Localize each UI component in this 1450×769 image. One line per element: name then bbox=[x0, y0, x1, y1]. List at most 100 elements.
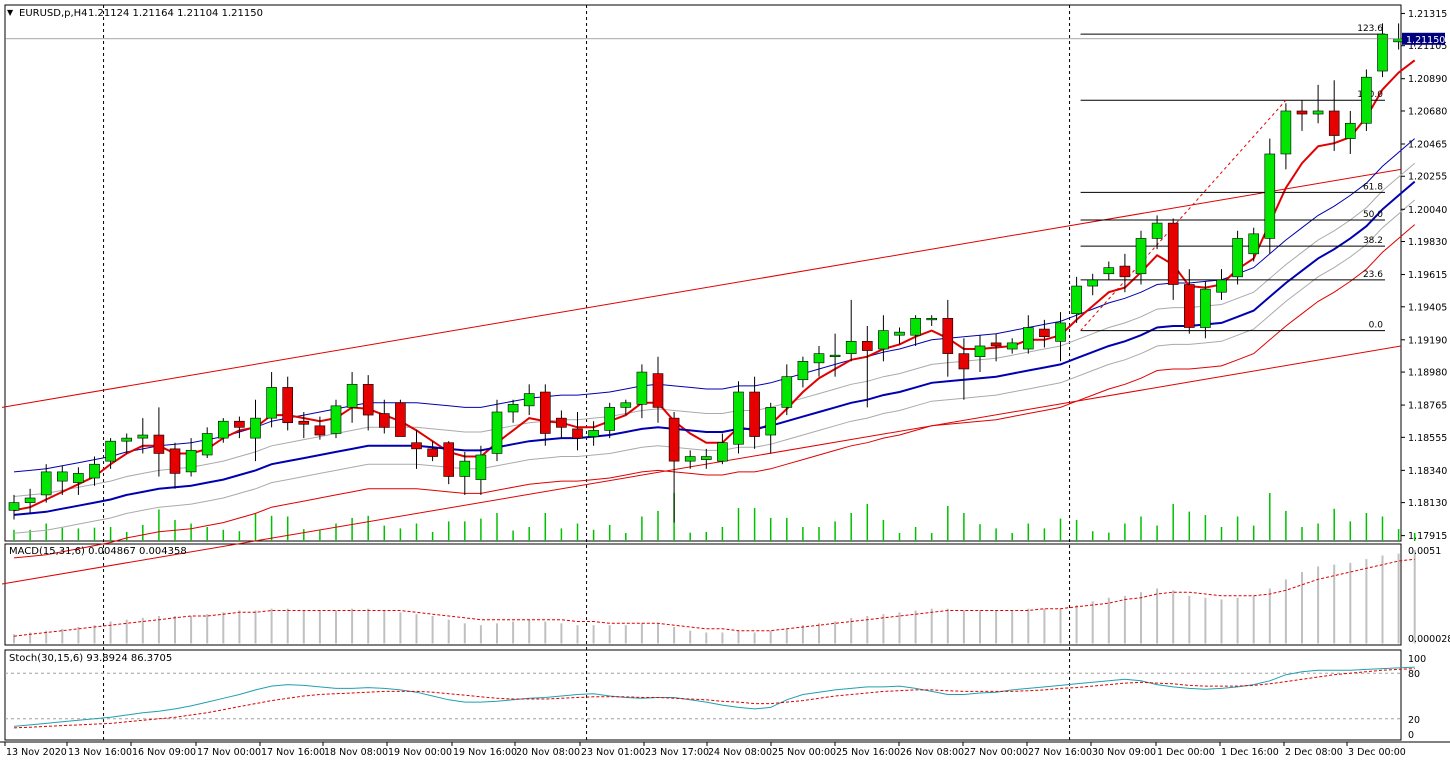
candle bbox=[958, 338, 970, 400]
current-price-badge bbox=[1402, 32, 1445, 45]
bearish-candle-body bbox=[234, 420, 245, 428]
collapse-arrow-icon[interactable]: ▼ bbox=[7, 8, 14, 17]
candle bbox=[1200, 281, 1211, 339]
candle bbox=[8, 494, 20, 520]
bullish-candle-body bbox=[24, 497, 36, 503]
bullish-candle-body bbox=[121, 437, 132, 442]
candle bbox=[1377, 23, 1388, 78]
bearish-candle-body bbox=[1296, 110, 1308, 115]
bullish-candle-body bbox=[250, 417, 261, 439]
bearish-candle-body bbox=[298, 420, 310, 425]
candle bbox=[1216, 269, 1227, 300]
candle bbox=[636, 364, 648, 419]
candle bbox=[121, 433, 132, 454]
candle bbox=[668, 411, 680, 523]
bearish-candle-body bbox=[362, 384, 374, 416]
price-tick-label: 1.20040 bbox=[1408, 205, 1447, 216]
time-tick-label: 24 Nov 08:00 bbox=[708, 747, 772, 758]
candle bbox=[1006, 338, 1018, 354]
bullish-candle-body bbox=[717, 442, 728, 462]
price-tick-label: 1.20890 bbox=[1408, 74, 1447, 85]
candle bbox=[40, 464, 52, 503]
stoch-header: Stoch(30,15,6) 93.8924 86.3705 bbox=[9, 653, 172, 664]
candle bbox=[1071, 276, 1082, 323]
bullish-candle-body bbox=[733, 391, 744, 445]
bullish-candle-body bbox=[459, 460, 471, 477]
bullish-candle-body bbox=[974, 345, 986, 358]
time-tick-label: 13 Nov 2020 bbox=[6, 747, 67, 758]
candle bbox=[1312, 84, 1324, 124]
bullish-candle-body bbox=[56, 471, 68, 482]
bearish-candle-body bbox=[314, 425, 326, 436]
bullish-candle-body bbox=[926, 318, 938, 321]
bearish-candle-body bbox=[942, 318, 954, 354]
time-tick-label: 3 Dec 00:00 bbox=[1348, 747, 1406, 758]
bullish-candle-body bbox=[1151, 222, 1163, 239]
candle bbox=[73, 467, 84, 495]
candle bbox=[1361, 69, 1372, 131]
candle bbox=[652, 356, 664, 423]
candle bbox=[1103, 261, 1115, 280]
bullish-candle-body bbox=[1312, 110, 1324, 115]
bullish-candle-body bbox=[620, 402, 632, 408]
candle bbox=[314, 416, 326, 440]
fib-level-label: 61.8 bbox=[1363, 182, 1383, 192]
candle bbox=[765, 402, 777, 454]
price-tick-label: 1.19405 bbox=[1408, 302, 1447, 313]
bearish-candle-body bbox=[556, 417, 567, 428]
time-tick-label: 1 Dec 16:00 bbox=[1221, 747, 1279, 758]
fib-level-label: 50.0 bbox=[1363, 210, 1383, 220]
price-tick-label: 1.18130 bbox=[1408, 498, 1447, 509]
bullish-candle-body bbox=[8, 502, 20, 511]
price-tick-label: 1.19830 bbox=[1408, 237, 1447, 248]
bullish-candle-body bbox=[1200, 288, 1211, 328]
price-tick-label: 1.20680 bbox=[1408, 106, 1447, 117]
macd-tick-label: 0.000028 bbox=[1408, 634, 1450, 645]
candle bbox=[813, 345, 825, 377]
bullish-candle-body bbox=[588, 430, 599, 437]
bullish-candle-body bbox=[1264, 153, 1276, 239]
candle bbox=[829, 333, 841, 377]
time-tick-label: 30 Nov 09:00 bbox=[1092, 747, 1156, 758]
bullish-candle-body bbox=[1280, 110, 1292, 155]
candle bbox=[89, 456, 100, 486]
band-inner-upper-line bbox=[13, 162, 1416, 497]
bearish-candle-body bbox=[652, 373, 664, 408]
stoch-pane-frame bbox=[4, 649, 1402, 741]
candle bbox=[491, 399, 503, 462]
bullish-candle-body bbox=[1361, 76, 1372, 124]
time-tick-label: 23 Nov 01:00 bbox=[581, 747, 645, 758]
time-tick-label: 2 Dec 08:00 bbox=[1285, 747, 1343, 758]
time-tick-label: 27 Nov 00:00 bbox=[964, 747, 1028, 758]
stoch-tick-label: 80 bbox=[1408, 669, 1420, 680]
channel-trend-line bbox=[1, 168, 1402, 408]
stoch-signal-line bbox=[13, 668, 1415, 729]
candle bbox=[1022, 315, 1034, 354]
candle bbox=[733, 381, 744, 454]
price-tick-label: 1.18765 bbox=[1408, 401, 1447, 412]
bullish-candle-body bbox=[910, 318, 921, 336]
macd-pane-frame bbox=[4, 543, 1402, 646]
bullish-candle-body bbox=[40, 471, 52, 496]
candle bbox=[572, 411, 583, 451]
bullish-candle-body bbox=[1248, 233, 1259, 255]
candle bbox=[362, 375, 374, 431]
bearish-candle-body bbox=[668, 417, 680, 462]
candle bbox=[781, 364, 793, 416]
candle bbox=[282, 376, 294, 431]
bullish-candle-body bbox=[137, 434, 149, 439]
bearish-candle-body bbox=[153, 434, 165, 454]
candle bbox=[395, 399, 406, 437]
stoch-main-line bbox=[13, 666, 1415, 727]
bullish-candle-body bbox=[1022, 327, 1034, 350]
bearish-candle-body bbox=[990, 342, 1002, 347]
candle bbox=[717, 433, 728, 465]
candle bbox=[1087, 273, 1098, 296]
time-tick-label: 18 Nov 08:00 bbox=[324, 747, 388, 758]
candle bbox=[974, 335, 986, 373]
fib-level-label: 123.6 bbox=[1357, 24, 1383, 34]
candle bbox=[218, 418, 229, 443]
candle bbox=[539, 384, 551, 446]
